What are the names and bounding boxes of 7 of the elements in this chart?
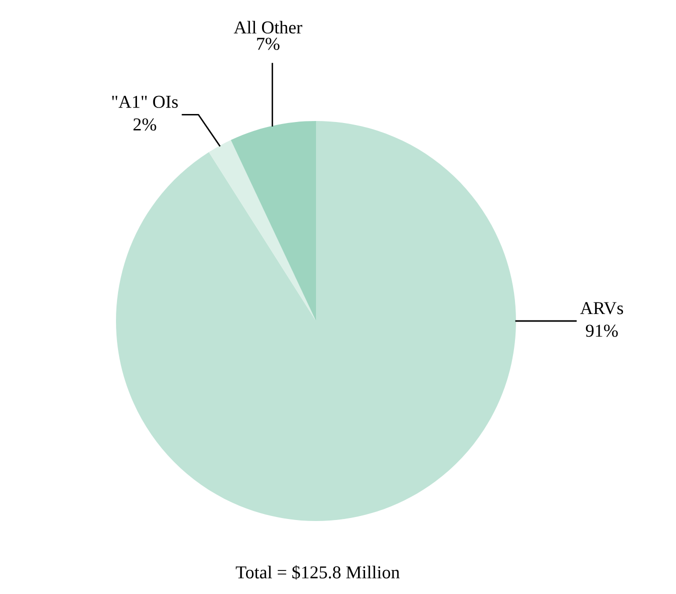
slice-label: ARVs bbox=[580, 302, 624, 314]
data-label: 2% bbox=[134, 118, 156, 131]
slice-label: All Other bbox=[234, 20, 302, 34]
slice-label: "A1" OIs bbox=[112, 96, 178, 108]
data-label: 91% bbox=[586, 324, 618, 337]
text: Total = $125.8 Million bbox=[236, 565, 400, 580]
data-label: 7% bbox=[257, 38, 280, 50]
